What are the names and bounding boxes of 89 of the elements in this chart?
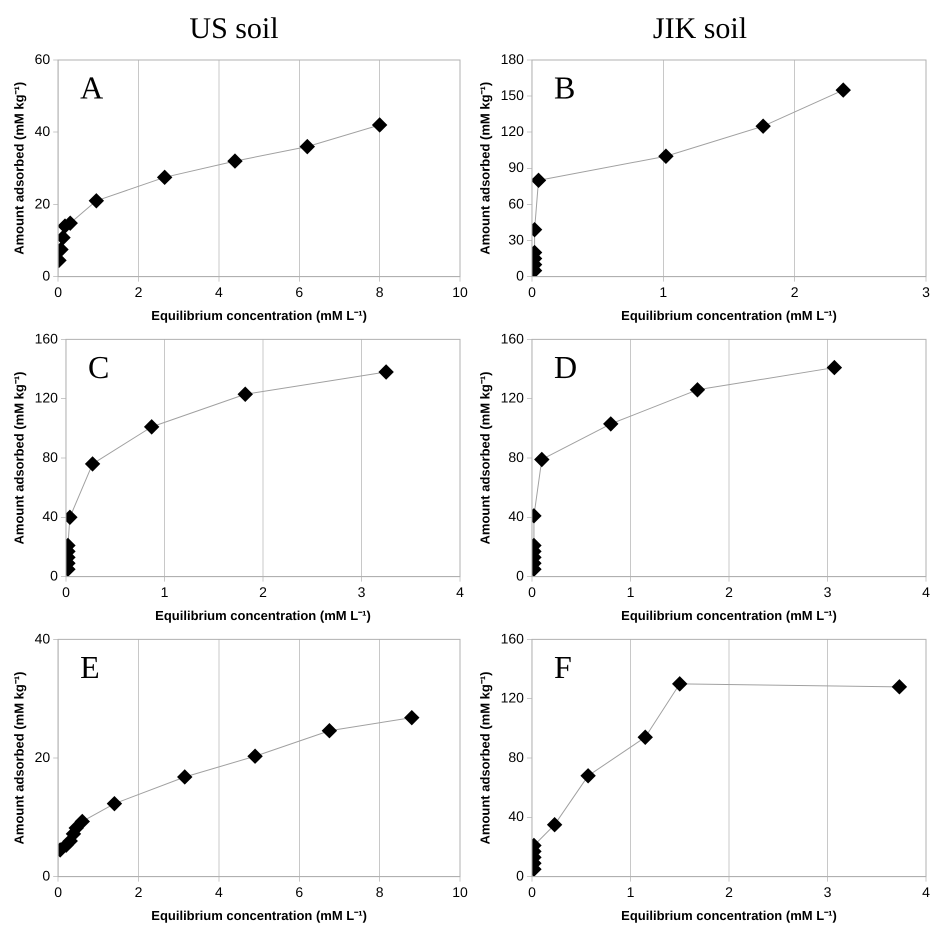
y-tick-label: 0 xyxy=(516,567,524,584)
chart-title: JIK soil xyxy=(652,12,748,45)
y-tick-label: 40 xyxy=(42,508,58,524)
x-tick-label: 4 xyxy=(922,584,930,600)
point xyxy=(227,154,242,169)
y-tick-label: 60 xyxy=(508,195,524,212)
point xyxy=(404,710,420,726)
x-axis-title: Equilibrium concentration (mM L⁻¹) xyxy=(621,608,837,623)
x-axis-title: Equilibrium concentration (mM L⁻¹) xyxy=(151,308,367,323)
annotation: F xyxy=(554,648,572,685)
point xyxy=(300,139,315,154)
y-axis-title: Amount adsorbed (mM kg⁻¹) xyxy=(11,372,26,544)
point xyxy=(74,814,90,829)
x-tick-label: 2 xyxy=(790,284,799,300)
x-tick-label: 2 xyxy=(259,584,268,600)
x-tick-label: 0 xyxy=(528,884,536,900)
x-tick-label: 4 xyxy=(215,884,224,900)
annotation: B xyxy=(554,69,576,106)
y-axis-title: Amount adsorbed (mM kg⁻¹) xyxy=(11,82,26,255)
y-tick-label: 160 xyxy=(500,330,524,346)
annotation: A xyxy=(80,69,104,106)
y-tick-label: 80 xyxy=(508,748,524,765)
x-tick-label: 2 xyxy=(725,884,734,900)
y-tick-label: 160 xyxy=(34,330,58,346)
x-tick-label: 2 xyxy=(134,284,143,300)
x-axis-title: Equilibrium concentration (mM L⁻¹) xyxy=(155,608,371,623)
y-tick-label: 120 xyxy=(500,690,524,706)
y-tick-label: 120 xyxy=(34,390,58,406)
point xyxy=(88,193,104,208)
y-tick-label: 180 xyxy=(500,50,524,67)
x-axis-title: Equilibrium concentration (mM L⁻¹) xyxy=(621,908,837,923)
y-tick-label: 80 xyxy=(42,448,58,465)
y-tick-label: 40 xyxy=(508,808,524,824)
x-tick-label: 4 xyxy=(456,584,464,600)
y-tick-label: 160 xyxy=(500,630,524,646)
y-tick-label: 0 xyxy=(42,267,50,284)
x-tick-label: 1 xyxy=(659,284,668,300)
x-axis-title: Equilibrium concentration (mM L⁻¹) xyxy=(151,908,367,923)
point xyxy=(248,748,263,764)
y-axis-title: Amount adsorbed (mM kg⁻¹) xyxy=(477,82,492,255)
y-tick-label: 20 xyxy=(34,748,50,765)
x-tick-label: 6 xyxy=(295,884,304,900)
y-axis-title: Amount adsorbed (mM kg⁻¹) xyxy=(477,372,492,544)
y-tick-label: 90 xyxy=(508,159,524,176)
x-tick-label: 3 xyxy=(358,584,366,600)
point xyxy=(372,117,388,132)
y-tick-label: 0 xyxy=(516,267,524,284)
x-tick-label: 1 xyxy=(626,884,635,900)
point xyxy=(177,769,192,784)
annotation: D xyxy=(554,348,578,385)
point xyxy=(157,170,172,185)
x-tick-label: 3 xyxy=(824,584,832,600)
x-tick-label: 1 xyxy=(626,584,635,600)
y-tick-label: 40 xyxy=(34,123,50,140)
y-tick-label: 120 xyxy=(500,390,524,406)
x-tick-label: 0 xyxy=(528,584,536,600)
y-tick-label: 80 xyxy=(508,448,524,465)
point xyxy=(322,723,337,738)
x-tick-label: 0 xyxy=(62,584,70,600)
x-tick-label: 3 xyxy=(922,284,930,300)
y-axis-title: Amount adsorbed (mM kg⁻¹) xyxy=(11,672,26,844)
y-tick-label: 40 xyxy=(508,508,524,524)
x-tick-label: 1 xyxy=(160,584,169,600)
point xyxy=(106,796,122,812)
x-tick-label: 10 xyxy=(452,884,468,900)
x-tick-label: 4 xyxy=(215,284,224,300)
x-tick-label: 8 xyxy=(376,884,384,900)
annotation: C xyxy=(88,348,110,385)
y-tick-label: 120 xyxy=(500,123,524,140)
chart-title: US soil xyxy=(189,12,279,45)
annotation: E xyxy=(80,648,100,685)
x-tick-label: 3 xyxy=(824,884,832,900)
x-tick-label: 2 xyxy=(725,584,734,600)
y-axis-title: Amount adsorbed (mM kg⁻¹) xyxy=(477,672,492,844)
y-tick-label: 20 xyxy=(34,195,50,212)
x-tick-label: 10 xyxy=(452,284,468,300)
y-tick-label: 0 xyxy=(516,867,524,884)
x-axis-title: Equilibrium concentration (mM L⁻¹) xyxy=(621,308,837,323)
y-tick-label: 40 xyxy=(34,630,50,646)
x-tick-label: 8 xyxy=(376,284,384,300)
x-tick-label: 0 xyxy=(528,284,536,300)
y-tick-label: 30 xyxy=(508,231,524,248)
x-tick-label: 2 xyxy=(134,884,143,900)
y-tick-label: 0 xyxy=(42,867,50,884)
y-tick-label: 60 xyxy=(34,50,50,67)
y-tick-label: 0 xyxy=(50,567,58,584)
y-tick-label: 150 xyxy=(500,86,524,103)
x-tick-label: 4 xyxy=(922,884,930,900)
x-tick-label: 6 xyxy=(295,284,304,300)
